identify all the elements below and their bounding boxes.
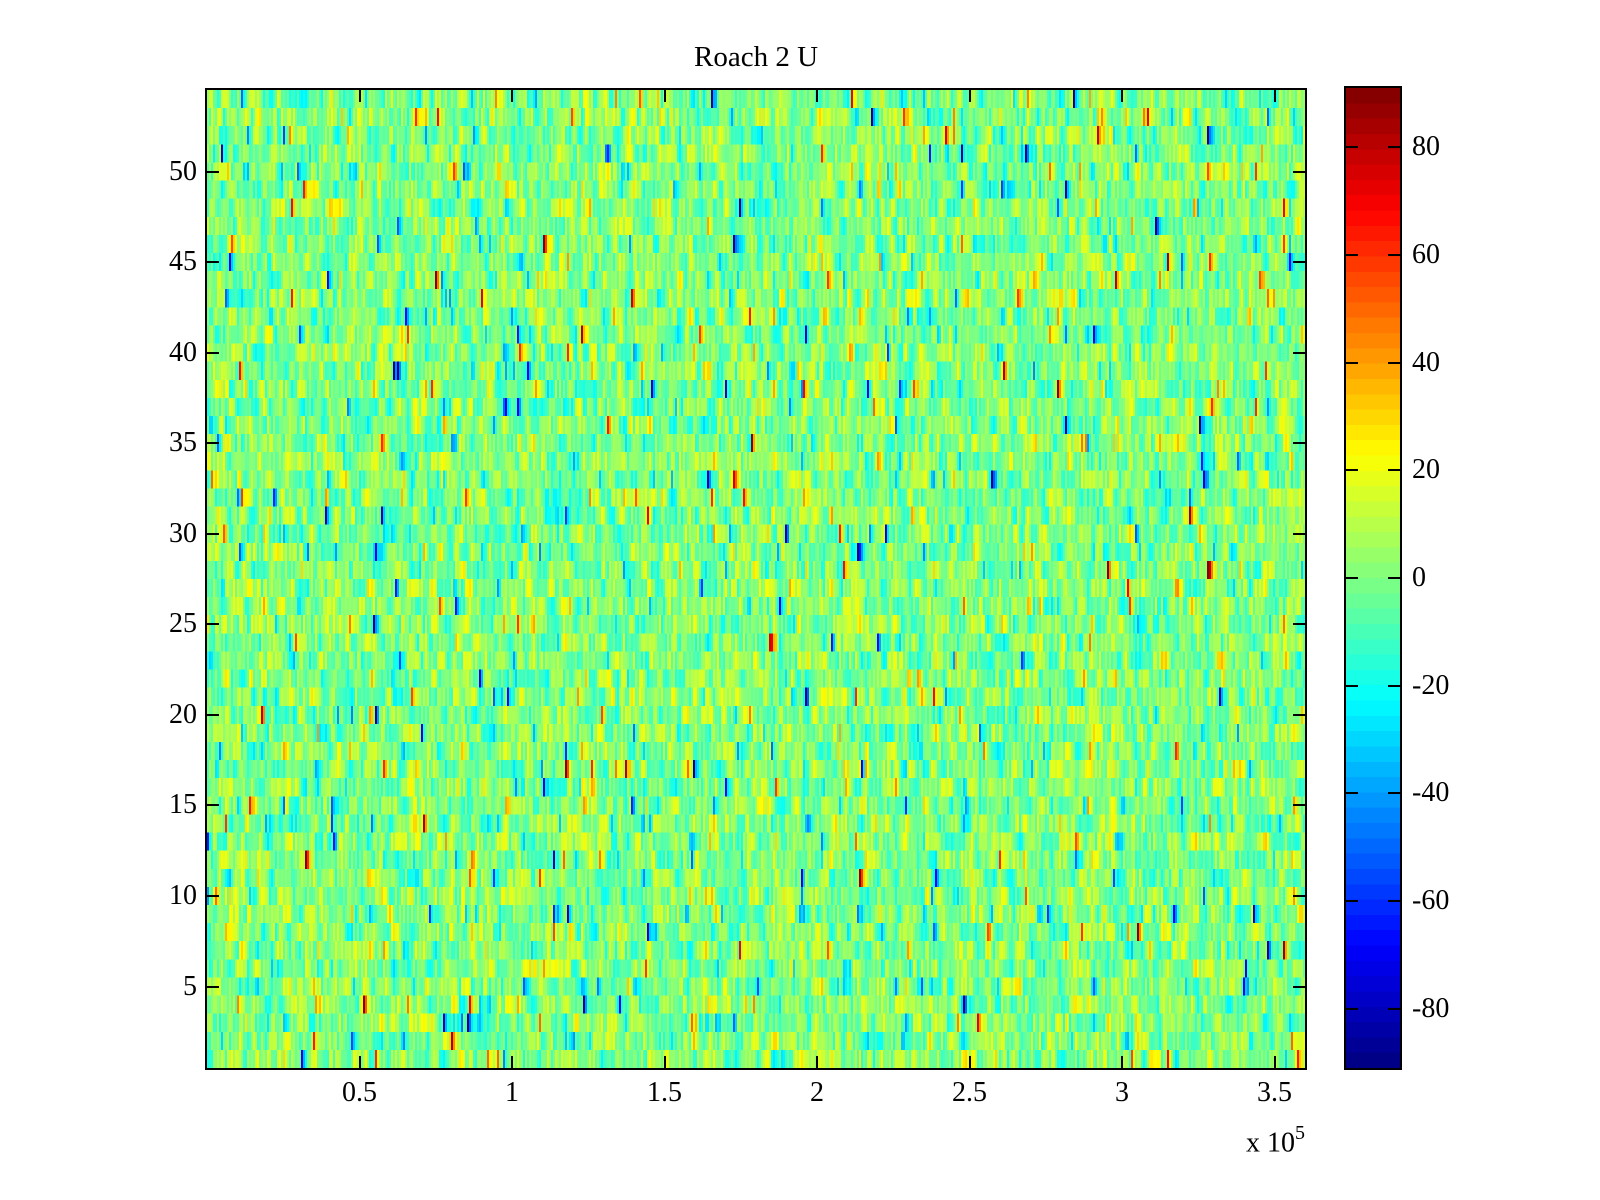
colorbar-tick-mark (1346, 253, 1358, 256)
colorbar (1344, 86, 1402, 1070)
x-tick-mark (1121, 1056, 1123, 1068)
y-tick-mark (207, 170, 219, 173)
y-tick-mark (207, 713, 219, 716)
x-tick-mark (358, 90, 361, 102)
x-tick-mark (663, 1056, 666, 1068)
chart-title: Roach 2 U (693, 41, 819, 73)
x-tick-label: 2 (810, 1077, 824, 1108)
colorbar-tick-mark (1346, 1007, 1358, 1010)
y-tick-mark (207, 804, 219, 807)
y-tick-mark (1293, 261, 1305, 264)
colorbar-tick-label: -40 (1412, 777, 1450, 809)
y-tick-mark (207, 894, 219, 897)
x-tick-label: 0.5 (342, 1077, 377, 1108)
y-tick-mark (207, 985, 219, 988)
colorbar-tick-mark (1346, 146, 1358, 149)
y-tick-mark (1293, 985, 1305, 988)
y-tick-mark (207, 623, 219, 626)
y-tick-mark (1293, 713, 1305, 716)
colorbar-tick-mark (1388, 361, 1400, 364)
exponent-value: 5 (1295, 1122, 1305, 1144)
y-tick-label: 50 (169, 155, 197, 187)
exponent-prefix: x 10 (1246, 1127, 1295, 1159)
x-tick-mark (816, 90, 818, 102)
colorbar-tick-mark (1388, 577, 1400, 579)
colorbar-tick-label: -60 (1412, 885, 1450, 917)
colorbar-tick-mark (1388, 469, 1400, 472)
y-tick-mark (1293, 623, 1305, 626)
x-tick-label: 3 (1115, 1077, 1129, 1108)
y-tick-label: 30 (169, 517, 197, 549)
heatmap-canvas (207, 90, 1305, 1068)
y-tick-label: 10 (169, 879, 197, 911)
colorbar-tick-label: 20 (1412, 454, 1440, 486)
x-tick-mark (1121, 90, 1123, 102)
x-tick-label: 1 (505, 1077, 519, 1108)
y-tick-mark (207, 261, 219, 264)
colorbar-tick-mark (1388, 900, 1400, 903)
x-tick-mark (358, 1056, 361, 1068)
y-tick-label: 40 (169, 336, 197, 368)
colorbar-tick-mark (1388, 792, 1400, 795)
x-tick-mark (968, 1056, 971, 1068)
y-tick-mark (1293, 894, 1305, 897)
x-tick-mark (1273, 90, 1276, 102)
x-tick-label: 2.5 (952, 1077, 987, 1108)
colorbar-tick-mark (1346, 361, 1358, 364)
y-tick-mark (1293, 532, 1305, 535)
x-tick-mark (968, 90, 971, 102)
y-tick-mark (207, 532, 219, 535)
colorbar-tick-label: 60 (1412, 238, 1440, 270)
colorbar-tick-mark (1388, 146, 1400, 149)
y-tick-label: 20 (169, 698, 197, 730)
colorbar-tick-mark (1388, 1007, 1400, 1010)
colorbar-tick-mark (1346, 684, 1358, 687)
colorbar-tick-label: 40 (1412, 346, 1440, 378)
colorbar-tick-label: 0 (1412, 562, 1426, 593)
x-tick-mark (511, 1056, 513, 1068)
y-tick-mark (207, 351, 219, 354)
x-tick-label: 3.5 (1257, 1077, 1292, 1108)
x-tick-mark (663, 90, 666, 102)
colorbar-tick-mark (1346, 577, 1358, 579)
heatmap-plot-area (205, 88, 1307, 1070)
x-tick-label: 1.5 (647, 1077, 682, 1108)
y-tick-mark (1293, 442, 1305, 445)
colorbar-tick-mark (1388, 684, 1400, 687)
colorbar-tick-mark (1346, 900, 1358, 903)
y-tick-mark (1293, 170, 1305, 173)
x-tick-mark (1273, 1056, 1276, 1068)
y-tick-label: 15 (169, 789, 197, 821)
colorbar-tick-label: 80 (1412, 131, 1440, 163)
y-tick-mark (1293, 804, 1305, 807)
colorbar-tick-label: -80 (1412, 992, 1450, 1024)
x-tick-mark (816, 1056, 818, 1068)
y-tick-mark (207, 442, 219, 445)
x-tick-mark (511, 90, 513, 102)
y-tick-label: 35 (169, 427, 197, 459)
y-tick-mark (1293, 351, 1305, 354)
x-axis-exponent-label: x 105 (1105, 1118, 1305, 1162)
y-tick-label: 5 (183, 970, 197, 1002)
colorbar-tick-mark (1388, 253, 1400, 256)
y-tick-label: 25 (169, 608, 197, 640)
colorbar-tick-mark (1346, 792, 1358, 795)
colorbar-tick-mark (1346, 469, 1358, 472)
colorbar-tick-label: -20 (1412, 669, 1450, 701)
y-tick-label: 45 (169, 246, 197, 278)
